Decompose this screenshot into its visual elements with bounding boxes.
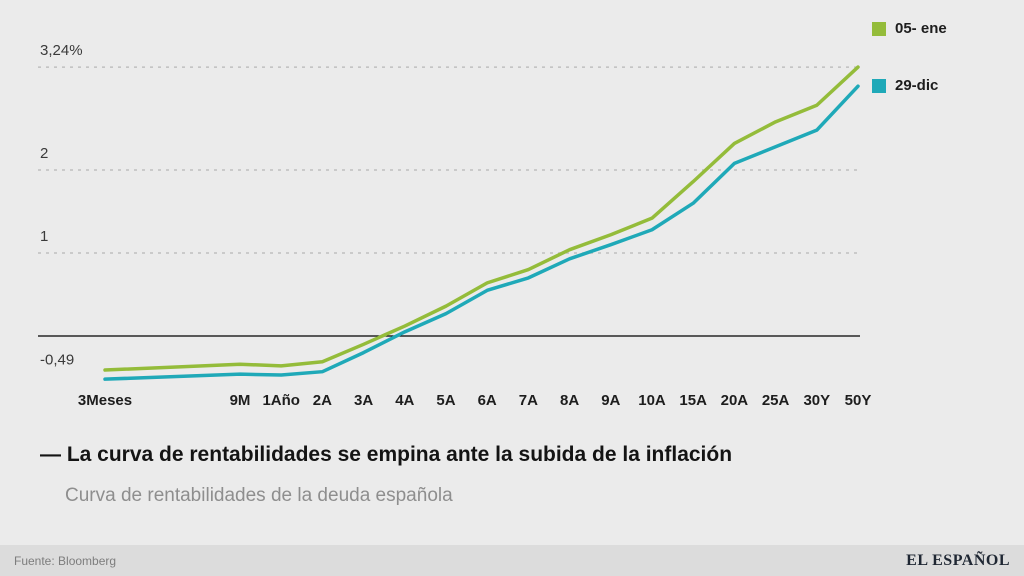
x-axis-tick-label: 15A [679,392,707,409]
x-axis-tick-label: 2A [313,392,332,409]
y-axis-tick-label: 1 [40,228,48,245]
y-axis-tick-label: -0,49 [40,352,74,369]
x-axis-tick-label: 1Año [262,392,300,409]
yield-curve-chart: 3,24% 2 1 -0,49 3Meses 9M 1Año 2A 3A 4A 5A 6A 7A 8A 9A… [38,42,872,409]
x-axis-tick-label: 7A [519,392,538,409]
y-axis-tick-label: 3,24% [40,42,83,59]
chart-canvas: 3,24% 2 1 -0,49 3Meses 9M 1Año 2A 3A 4A 5A 6A 7A 8A 9A… [38,42,872,409]
series-line-29-dic [103,84,860,381]
legend-item-29-dic: 29-dic [872,77,947,94]
x-axis-tick-label: 6A [478,392,497,409]
x-axis-tick-label: 30Y [803,392,830,409]
x-axis-tick-label: 50Y [845,392,872,409]
legend-label-29-dic: 29-dic [895,77,939,94]
series-line-05-ene [103,65,860,372]
y-axis-tick-label: 2 [40,145,48,162]
brand-logo: EL ESPAÑOL [906,551,1010,569]
x-axis-tick-label: 4A [395,392,414,409]
x-axis-tick-label: 9M [230,392,251,409]
x-axis-tick-label: 10A [638,392,666,409]
legend-label-05-ene: 05- ene [895,20,947,37]
footer-bar: Fuente: Bloomberg EL ESPAÑOL [0,545,1024,576]
x-axis-tick-label: 9A [601,392,620,409]
chart-subtitle: Curva de rentabilidades de la deuda espa… [65,485,453,507]
x-axis-tick-label: 5A [436,392,455,409]
legend-swatch-teal [872,78,886,93]
x-axis-tick-label: 25A [762,392,790,409]
title-block: — La curva de rentabilidades se empina a… [40,442,960,507]
legend-swatch-green [872,21,886,36]
chart-title: — La curva de rentabilidades se empina a… [40,443,733,466]
legend-item-05-ene: 05- ene [872,20,947,37]
legend: 05- ene 29-dic [872,20,947,94]
x-axis-tick-label: 20A [721,392,749,409]
x-axis-tick-label: 8A [560,392,579,409]
x-axis-tick-label: 3A [354,392,373,409]
source-label: Fuente: Bloomberg [14,553,117,568]
x-axis-tick-label: 3Meses [78,392,132,409]
